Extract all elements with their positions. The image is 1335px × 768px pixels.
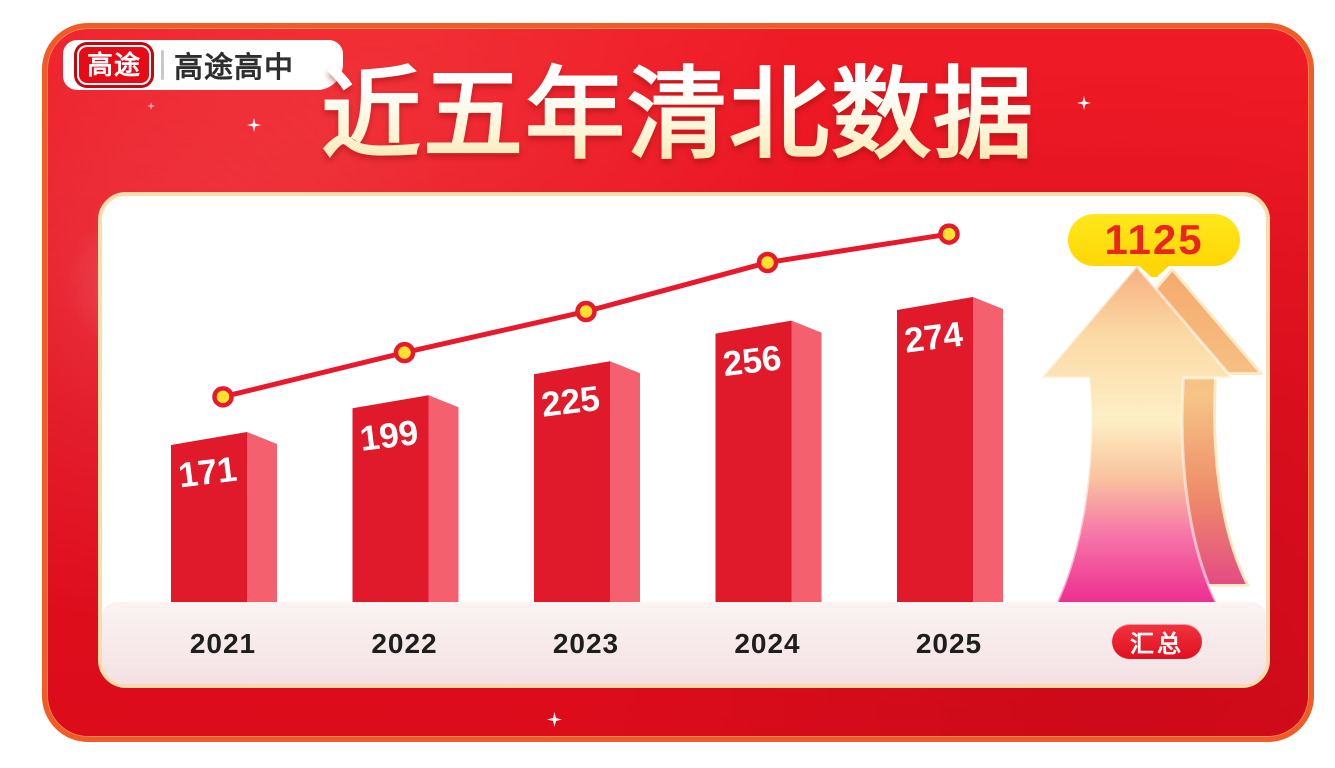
trend-marker-2024 [756,251,779,274]
sparkle-icon [547,712,562,727]
bar-value-2021: 171 [176,450,239,496]
logo-divider [161,50,165,80]
brand-logo: 高途 高途高中 [63,40,343,90]
summary-badge: 汇总 [1112,624,1202,659]
gaotu-logo-badge: 高途 [77,45,152,85]
bar-front-2025 [897,297,973,616]
bar-front-2024 [715,320,792,616]
bar-front-2022 [352,395,429,616]
bar-side-2025 [973,297,1003,616]
bar-value-2023: 225 [539,379,602,425]
summary-badge-label: 汇总 [1130,631,1184,658]
page-title: 近五年清北数据 [47,50,1309,180]
sparkle-icon [633,64,644,75]
bar-front-2023 [534,361,610,616]
year-label-2021: 2021 [189,628,257,659]
bar-line-chart: 171 199 225 256 274 [171,223,1003,616]
bar-front-2021 [171,431,247,616]
chart-card: 171 199 225 256 274 1125 [98,192,1270,688]
year-label-2025: 2025 [915,628,983,659]
bar-side-2023 [610,361,640,616]
total-value: 1125 [1104,216,1204,263]
bar-side-2022 [428,395,459,616]
trend-marker-2025 [938,223,960,245]
bar-value-2024: 256 [721,338,784,384]
trend-marker-2023 [575,300,597,323]
bar-value-2022: 199 [358,413,421,459]
bar-side-2021 [247,431,277,616]
trend-marker-2022 [393,341,416,364]
growth-arrow-graphic [1039,264,1263,608]
bar-side-2024 [791,320,822,616]
sparkle-icon [147,102,155,110]
red-background-panel: 高途 高途高中 近五年清北数据 171 199 225 256 274 1125 [42,23,1314,742]
year-label-2022: 2022 [371,628,438,659]
bar-value-2025: 274 [902,315,965,361]
total-callout-bubble: 1125 [1068,214,1240,266]
trend-marker-2021 [212,386,234,408]
year-label-2023: 2023 [552,628,620,659]
x-axis-band: 2021 2022 2023 2024 2025 汇总 [102,602,1266,684]
year-label-2024: 2024 [734,628,801,659]
brand-name-text: 高途高中 [174,44,294,86]
